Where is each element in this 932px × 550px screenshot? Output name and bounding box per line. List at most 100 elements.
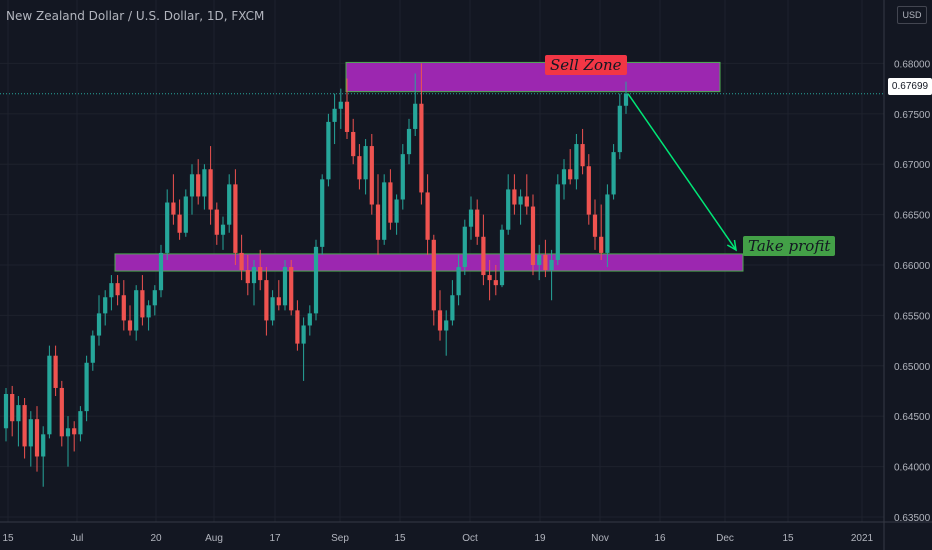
candle-body (444, 320, 449, 331)
candle-body (127, 320, 133, 331)
candle-body (599, 236, 604, 253)
candle-body (65, 428, 71, 437)
x-tick-label: Aug (205, 533, 223, 544)
candle-body (338, 101, 343, 109)
candle-body (468, 209, 474, 227)
candle-body (611, 152, 616, 195)
x-tick-label: 20 (150, 533, 162, 544)
candle-body (140, 290, 145, 318)
candle-body (369, 146, 374, 205)
candle-body (580, 144, 585, 167)
candle-body (574, 144, 579, 180)
candle-body (456, 267, 461, 296)
y-tick-label: 0.66500 (894, 211, 931, 222)
candle-body (196, 174, 201, 197)
candle-body (419, 103, 424, 193)
x-tick-label: Jul (71, 533, 84, 544)
candle-body (307, 313, 312, 326)
candle-body (320, 179, 325, 247)
candle-body (134, 290, 139, 331)
candle-body (109, 283, 114, 298)
candle-body (481, 236, 486, 276)
candle-body (592, 214, 598, 237)
candle-body (72, 428, 77, 435)
candle-body (617, 105, 622, 153)
candle-body (220, 224, 226, 235)
currency-badge[interactable]: USD (897, 6, 927, 24)
x-tick-label: 15 (394, 533, 406, 544)
candle-body (289, 267, 294, 311)
candle-body (233, 184, 238, 253)
candle-body (537, 254, 542, 265)
candle-body (158, 252, 164, 291)
x-tick-label: 17 (269, 533, 281, 544)
candle-body (493, 280, 498, 286)
candle-body (208, 169, 213, 210)
candle-body (3, 394, 9, 429)
candle-body (450, 295, 455, 321)
y-tick-label: 0.65500 (894, 311, 931, 322)
y-tick-label: 0.66000 (894, 261, 931, 272)
candle-body (152, 290, 157, 306)
candle-body (227, 184, 232, 225)
candle-body (326, 121, 331, 180)
candle-body (375, 204, 381, 240)
current-price-tag: 0.67699 (888, 78, 932, 95)
candle-body (258, 267, 263, 281)
candle-body (146, 305, 151, 318)
candle-body (499, 229, 505, 286)
chart-title: New Zealand Dollar / U.S. Dollar, 1D, FX… (6, 9, 265, 23)
x-tick-label: 19 (534, 533, 546, 544)
y-tick-label: 0.64000 (894, 463, 931, 474)
x-tick-label: 15 (782, 533, 794, 544)
candle-body (53, 355, 58, 388)
x-tick-label: Sep (331, 533, 349, 544)
candle-body (103, 297, 108, 314)
candle-body (78, 411, 83, 435)
candle-body (623, 93, 629, 106)
candle-body (506, 189, 511, 230)
candle-body (84, 362, 89, 412)
candle-body (351, 131, 356, 157)
candle-body (245, 270, 250, 284)
candle-body (462, 226, 467, 268)
candle-body (214, 209, 219, 235)
candle-body (518, 196, 523, 205)
candle-body (183, 196, 188, 233)
candle-body (96, 313, 102, 336)
y-tick-label: 0.63500 (894, 513, 931, 524)
candle-body (394, 199, 399, 223)
candle-body (282, 267, 288, 306)
candle-body (59, 387, 64, 437)
candle-body (406, 128, 412, 155)
candle-body (16, 405, 21, 422)
candle-body (524, 196, 529, 207)
candle-body (475, 209, 480, 237)
candle-body (382, 182, 387, 240)
candle-body (301, 325, 306, 344)
candle-body (313, 246, 319, 314)
candle-body (22, 405, 27, 447)
candle-body (561, 169, 567, 185)
candle-body (543, 254, 548, 271)
candle-body (171, 202, 176, 215)
candle-body (10, 394, 15, 422)
candle-body (400, 154, 405, 200)
candle-body (388, 182, 393, 223)
take-profit-zone-box (114, 253, 744, 272)
candle-body (512, 189, 517, 205)
candle-body (239, 252, 244, 271)
candle-body (431, 239, 436, 311)
candle-body (34, 419, 40, 457)
x-tick-label: 15 (2, 533, 14, 544)
candle-body (357, 156, 362, 180)
candle-body (530, 206, 536, 265)
x-tick-label: 2021 (851, 533, 874, 544)
y-tick-label: 0.64500 (894, 412, 931, 423)
y-tick-label: 0.67000 (894, 160, 931, 171)
candle-body (115, 283, 120, 296)
candle-body (413, 103, 418, 129)
candle-body (90, 335, 95, 363)
x-tick-label: 16 (654, 533, 666, 544)
